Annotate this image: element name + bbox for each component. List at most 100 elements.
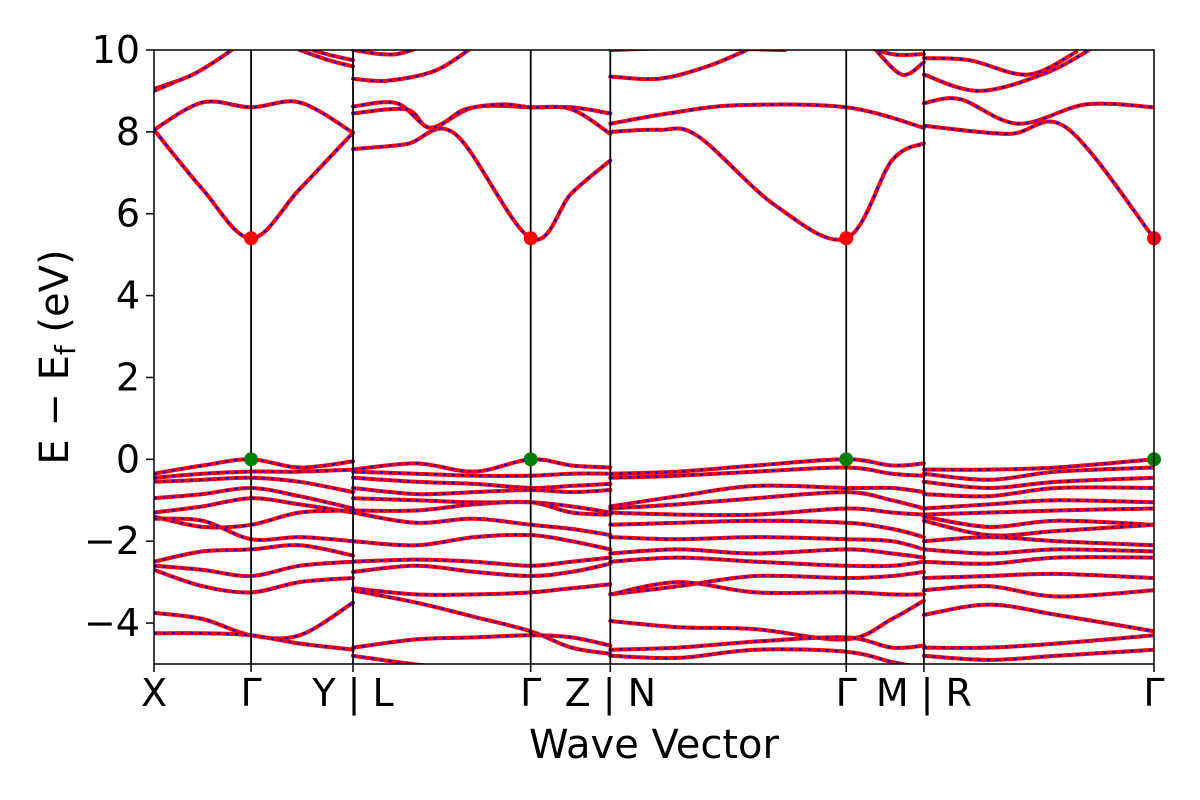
band-line-dashed (923, 466, 1154, 481)
band-line-solid (921, 50, 1093, 93)
band-line-solid (351, 475, 613, 491)
band-line-solid (921, 584, 1154, 599)
band-line-dashed (923, 556, 1154, 565)
y-tick-label: 6 (116, 192, 140, 236)
x-tick-label: Y | L (311, 671, 393, 716)
y-axis-label: E − Ef (eV) (32, 249, 82, 464)
band-line-solid (154, 559, 355, 579)
band-line-solid (154, 99, 355, 135)
band-line-dashed (610, 519, 925, 539)
band-line-solid (608, 457, 926, 476)
band-line-dashed (923, 458, 1154, 471)
band-line-dashed (923, 476, 1154, 490)
band-line-dashed (923, 519, 1154, 537)
band-line-solid (608, 465, 926, 480)
band-line-dashed (610, 50, 750, 81)
vbm-marker (523, 452, 538, 467)
vbm-marker (839, 452, 854, 467)
band-line-dashed (923, 120, 1154, 241)
band-line-dashed (154, 81, 174, 92)
y-tick-label: 4 (116, 274, 140, 318)
y-axis-ticks: −4 −2 0 2 4 6 8 10 (84, 28, 154, 645)
band-line-dashed (154, 486, 354, 510)
x-tick-label: Γ (836, 671, 857, 715)
band-line-dashed (923, 572, 1154, 580)
x-tick-label: Γ (520, 671, 541, 715)
y-axis-label-main: E − E (32, 355, 78, 465)
band-line-dashed (923, 51, 1077, 76)
extrema-markers (244, 231, 1161, 467)
band-line-solid (154, 127, 355, 241)
x-tick-label: M | R (876, 671, 972, 716)
band-line-dashed (923, 634, 1154, 650)
cbm-marker (244, 231, 259, 246)
x-tick-label: X (141, 671, 167, 715)
y-tick-label: 8 (116, 110, 140, 154)
band-line-solid (921, 119, 1154, 242)
band-line-solid (921, 647, 1154, 662)
band-line-solid (608, 126, 926, 242)
band-line-dashed (154, 458, 354, 475)
band-line-solid (608, 555, 926, 569)
band-line-dashed (610, 599, 925, 641)
y-tick-label: −2 (84, 519, 140, 563)
band-line-solid (608, 518, 926, 540)
band-line-dashed (352, 589, 611, 655)
band-line-solid (921, 96, 1154, 126)
band-line-dashed (923, 648, 1154, 662)
band-line-solid (154, 50, 236, 91)
y-axis-label-unit: (eV) (32, 249, 78, 345)
kpoint-lines (250, 50, 925, 664)
band-line-dashed (923, 515, 1154, 529)
band-line-solid (351, 633, 613, 650)
band-line-solid (351, 469, 613, 478)
band-line-solid (351, 582, 613, 597)
band-line-solid (608, 598, 926, 642)
band-line-dashed (610, 535, 925, 551)
x-tick-label: Γ (1143, 671, 1164, 715)
band-line-solid (921, 602, 1154, 634)
band-line-solid (608, 635, 926, 652)
band-line-dashed (154, 468, 354, 479)
band-line-solid (608, 547, 926, 560)
band-line-dashed (610, 127, 925, 241)
cbm-marker (839, 231, 854, 246)
x-tick-label: Z | N (565, 671, 656, 716)
band-line-solid (921, 555, 1154, 566)
cbm-marker (523, 231, 538, 246)
band-line-solid (608, 647, 913, 664)
band-line-dashed (154, 50, 234, 90)
band-line-solid (351, 486, 613, 497)
band-line-dashed (923, 97, 1154, 125)
vbm-marker (244, 452, 259, 467)
band-line-dashed (923, 535, 1154, 547)
band-line-dashed (154, 544, 354, 563)
band-line-dashed (352, 511, 611, 537)
band-line-solid (154, 543, 355, 564)
bands-layer (154, 50, 1154, 664)
x-axis-label: Wave Vector (529, 722, 780, 768)
band-line-dashed (352, 50, 416, 56)
band-line-solid (351, 499, 613, 517)
band-line-solid (297, 50, 355, 69)
y-tick-label: 2 (116, 355, 140, 399)
y-axis-label-subscript: f (49, 344, 82, 355)
band-line-dashed (923, 548, 1154, 555)
band-line-dashed (352, 50, 471, 83)
band-line-solid (921, 506, 1154, 517)
band-line-dashed (923, 499, 1154, 510)
y-tick-label: 0 (116, 437, 140, 481)
band-line-solid (608, 483, 926, 509)
band-line-solid (608, 506, 926, 518)
band-line-solid (608, 490, 926, 511)
band-line-solid (351, 100, 613, 130)
band-line-dashed (923, 486, 1154, 498)
band-line-dashed (154, 560, 354, 578)
band-line-dashed (154, 497, 354, 514)
band-line-solid (921, 535, 1154, 548)
plot-frame (153, 49, 1155, 665)
band-line-solid (351, 588, 613, 656)
band-line-solid (154, 567, 355, 595)
y-tick-label: −4 (84, 601, 140, 645)
